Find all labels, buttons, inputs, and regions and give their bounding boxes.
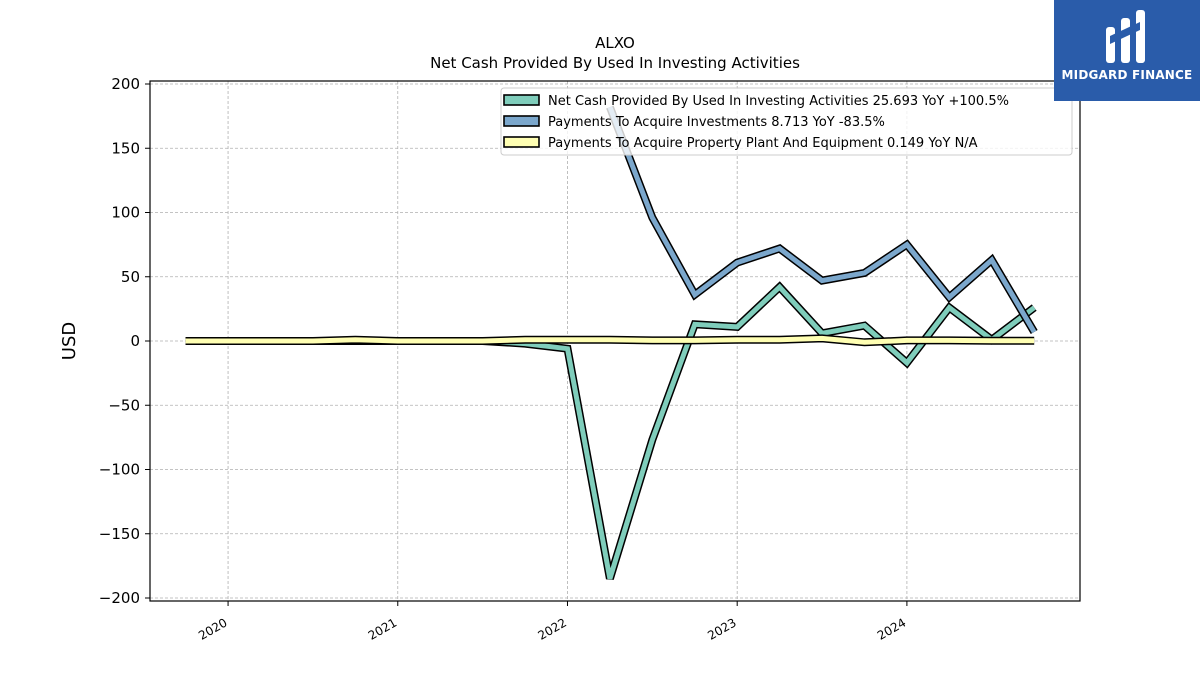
legend: Net Cash Provided By Used In Investing A… [500,87,1073,156]
series-lines [185,105,1038,580]
y-tick-label: 200 [111,75,140,93]
chart-subtitle: Net Cash Provided By Used In Investing A… [430,54,800,72]
x-tick-label: 2024 [875,615,908,642]
y-tick-label: −150 [99,525,140,543]
y-tick-label: 0 [130,332,140,350]
x-tick-label: 2023 [705,615,738,642]
y-tick-label: 150 [111,139,140,157]
logo-text: MIDGARD FINANCE [1061,68,1193,82]
legend-box [500,87,1073,156]
legend-swatch [503,136,540,148]
legend-swatch [503,94,540,106]
series-group [185,334,1035,347]
y-tick-label: 50 [121,268,140,286]
y-axis-label: USD [59,322,80,360]
y-tick-label: −50 [108,396,140,414]
x-axis: 2020 2021 2022 2023 2024 [196,601,908,643]
legend-entry: Net Cash Provided By Used In Investing A… [548,94,1009,109]
series-line [185,335,1035,345]
brand-logo: MIDGARD FINANCE [1054,0,1200,101]
y-tick-label: −100 [99,461,140,479]
x-tick-label: 2020 [196,615,229,642]
series-group [606,105,1038,335]
chart-title: ALXO [595,34,635,52]
legend-swatch [503,115,540,127]
y-tick-label: 100 [111,204,140,222]
legend-entry: Payments To Acquire Investments 8.713 Yo… [548,115,885,130]
y-axis: −200 −150 −100 −50 0 50 100 150 200 [99,75,150,607]
series-line [607,106,1037,334]
legend-entry: Payments To Acquire Property Plant And E… [548,136,978,151]
x-tick-label: 2021 [366,615,399,642]
x-tick-label: 2022 [536,615,569,642]
y-tick-label: −200 [99,589,140,607]
logo-mark-icon [1106,10,1145,63]
